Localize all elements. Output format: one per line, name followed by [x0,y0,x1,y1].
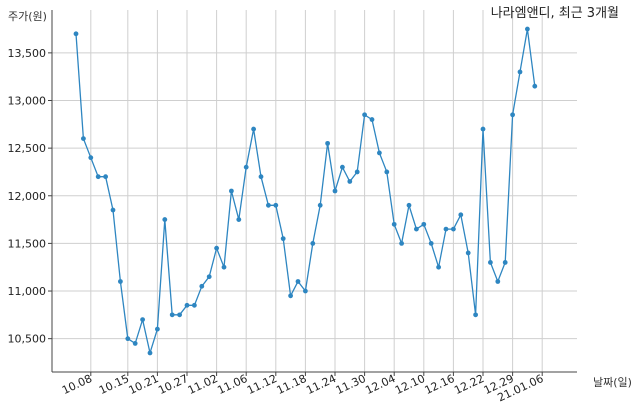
data-point [310,240,316,246]
data-point [169,312,175,318]
data-point [443,226,449,232]
data-point [258,174,264,180]
data-point [325,140,330,146]
data-point [221,264,227,270]
y-tick-label: 12,500 [8,142,47,155]
data-point [162,217,168,222]
data-point [465,250,471,256]
data-point [132,341,138,346]
data-point [81,136,86,142]
price-series [73,26,538,356]
data-point [488,260,493,265]
data-point [377,150,382,156]
data-point [140,317,146,323]
data-point [192,302,197,308]
y-tick-label: 12,000 [8,190,47,203]
y-axis-ticks: 10,500 11,000 11,500 12,000 12,500 13,000 13,5… [8,47,52,346]
y-tick-label: 13,000 [8,95,47,108]
data-point [532,83,538,89]
data-point [177,312,183,318]
chart-axes [51,10,577,373]
data-point [399,240,404,246]
x-tick-label: 10.08 [60,372,94,397]
data-point [273,202,279,208]
data-point [340,164,345,170]
data-point [421,221,427,227]
x-axis-ticks: 10.08 10.1510.2110.2711.0211.0611.1211.18… [60,372,545,404]
data-point [73,31,79,37]
y-tick-label: 10,500 [8,333,47,346]
data-point [214,245,220,251]
data-point [199,283,205,289]
data-point [495,279,501,284]
data-point [436,264,441,270]
data-point [184,302,190,308]
data-point [369,117,375,122]
data-point [510,112,515,118]
data-point [147,350,153,356]
data-point [362,112,367,118]
data-point [354,169,360,175]
data-point [288,293,293,299]
data-point [391,221,397,227]
data-point [236,217,242,222]
data-point [243,164,249,170]
data-point [95,174,101,180]
data-point [473,312,478,318]
data-point [428,240,434,246]
data-point [206,274,212,280]
data-point [266,202,271,208]
data-point [155,326,160,332]
data-point [251,126,256,132]
data-point [502,260,508,265]
chart-title: 나라엠앤디, 최근 3개월 [491,6,619,21]
data-point [103,174,108,180]
data-point [525,26,530,32]
data-point [280,236,286,242]
grid-lines [52,10,577,372]
y-tick-label: 13,500 [8,47,47,60]
data-point [332,188,338,194]
data-point [384,169,390,175]
data-point [229,188,234,194]
y-axis-title: 주가(원) [8,10,47,23]
x-axis-title: 날짜(일) [593,375,632,389]
data-point [458,212,464,218]
data-point [517,69,523,75]
data-point [88,155,94,161]
data-point [303,288,308,294]
data-point [347,179,353,184]
data-point [118,279,123,284]
data-point [480,126,486,132]
data-point [125,336,131,342]
y-tick-label: 11,000 [8,285,47,298]
y-tick-label: 11,500 [8,237,47,250]
data-point [110,207,116,213]
data-point [317,202,323,208]
data-point [451,226,456,232]
data-point [295,279,301,284]
data-point [414,226,419,232]
data-point [406,202,412,208]
